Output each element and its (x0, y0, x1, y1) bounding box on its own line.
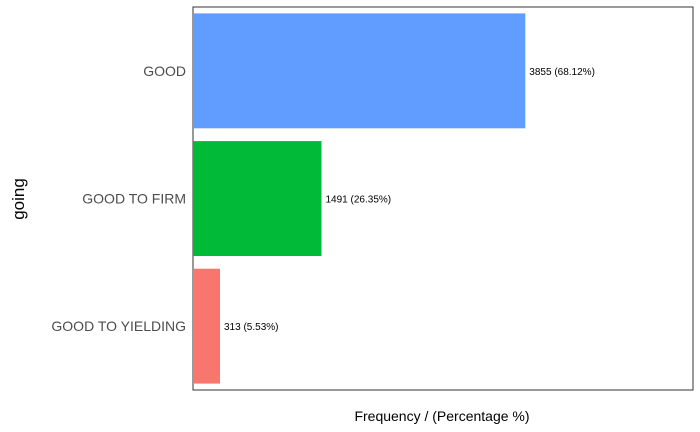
data-label: 1491 (26.35%) (326, 195, 392, 206)
y-tick-label: GOOD TO YIELDING (51, 318, 186, 334)
data-label: 313 (5.53%) (224, 322, 278, 333)
data-label: 3855 (68.12%) (529, 67, 595, 78)
bar-good-to-firm (193, 141, 322, 256)
x-axis-label: Frequency / (Percentage %) (354, 408, 529, 424)
bar-good (193, 13, 526, 129)
y-axis-label: going (9, 178, 28, 220)
y-tick-label: GOOD TO FIRM (82, 191, 186, 207)
y-tick-label: GOOD (143, 63, 186, 79)
bar-good-to-yielding (193, 268, 220, 384)
